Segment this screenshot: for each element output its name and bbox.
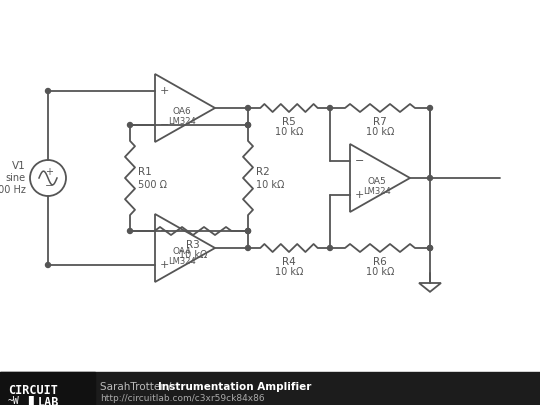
Text: 500 Ω: 500 Ω xyxy=(138,180,167,190)
Text: V1: V1 xyxy=(12,161,26,171)
Circle shape xyxy=(127,228,132,234)
Text: R2: R2 xyxy=(256,167,270,177)
Circle shape xyxy=(327,245,333,251)
Circle shape xyxy=(45,262,51,267)
Text: 300 Hz: 300 Hz xyxy=(0,185,26,195)
Text: R4: R4 xyxy=(282,257,296,267)
Text: +: + xyxy=(160,260,170,270)
Text: 10 kΩ: 10 kΩ xyxy=(256,180,285,190)
Text: Instrumentation Amplifier: Instrumentation Amplifier xyxy=(158,382,312,392)
Text: +: + xyxy=(45,167,53,177)
Text: R5: R5 xyxy=(282,117,296,127)
Text: LM324: LM324 xyxy=(168,117,196,126)
Text: +: + xyxy=(160,86,170,96)
Circle shape xyxy=(428,245,433,251)
Circle shape xyxy=(45,89,51,94)
Text: SarahTrotter /: SarahTrotter / xyxy=(100,382,174,392)
Circle shape xyxy=(246,122,251,128)
Text: 10 kΩ: 10 kΩ xyxy=(366,127,394,137)
Text: R6: R6 xyxy=(373,257,387,267)
Bar xyxy=(0,372,95,405)
Text: sine: sine xyxy=(6,173,26,183)
Text: ▌: ▌ xyxy=(28,396,38,405)
Text: 10 kΩ: 10 kΩ xyxy=(275,127,303,137)
Text: LM324: LM324 xyxy=(363,186,391,196)
Text: OA6: OA6 xyxy=(173,107,191,117)
Text: −: − xyxy=(160,120,170,130)
Text: R1: R1 xyxy=(138,167,152,177)
Circle shape xyxy=(246,228,251,234)
Text: 10 kΩ: 10 kΩ xyxy=(275,267,303,277)
Text: R7: R7 xyxy=(373,117,387,127)
Circle shape xyxy=(428,105,433,111)
Text: LM324: LM324 xyxy=(168,256,196,266)
Text: ~W: ~W xyxy=(8,396,20,405)
Text: +: + xyxy=(355,190,365,200)
Circle shape xyxy=(246,245,251,251)
Circle shape xyxy=(246,105,251,111)
Text: 10 kΩ: 10 kΩ xyxy=(366,267,394,277)
Text: R3: R3 xyxy=(186,240,200,250)
Circle shape xyxy=(127,122,132,128)
Text: −: − xyxy=(45,181,53,191)
Circle shape xyxy=(428,175,433,181)
Circle shape xyxy=(246,228,251,234)
Bar xyxy=(0,372,540,405)
Text: −: − xyxy=(355,156,365,166)
Text: OA5: OA5 xyxy=(368,177,387,186)
Text: 10 kΩ: 10 kΩ xyxy=(179,250,207,260)
Text: −: − xyxy=(160,226,170,236)
Circle shape xyxy=(327,105,333,111)
Circle shape xyxy=(428,245,433,251)
Text: http://circuitlab.com/c3xr59ck84x86: http://circuitlab.com/c3xr59ck84x86 xyxy=(100,394,265,403)
Text: CIRCUIT: CIRCUIT xyxy=(8,384,58,397)
Text: OA4: OA4 xyxy=(173,247,191,256)
Circle shape xyxy=(246,122,251,128)
Text: LAB: LAB xyxy=(38,396,59,405)
